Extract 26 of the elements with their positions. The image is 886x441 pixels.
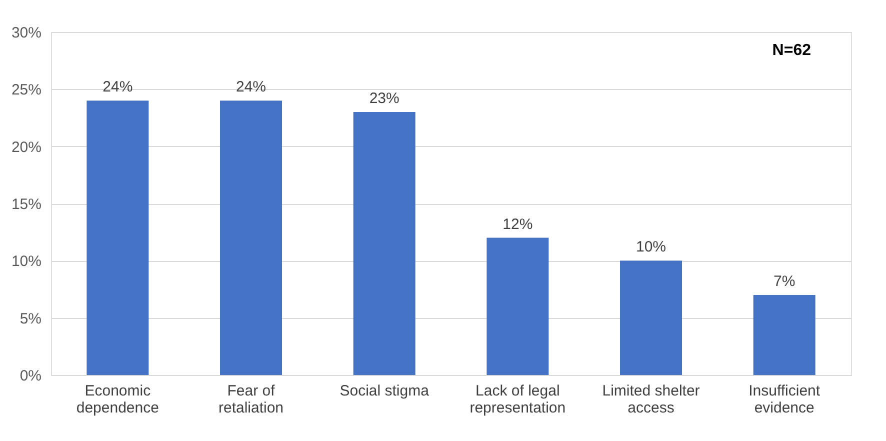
data-label: 23% xyxy=(369,90,400,108)
y-tick-label: 5% xyxy=(20,310,42,328)
y-tick-label: 0% xyxy=(20,368,42,384)
bar xyxy=(220,100,282,375)
data-label: 7% xyxy=(773,272,796,290)
x-tick-label: Limited shelter access xyxy=(602,382,700,416)
y-tick-label: 10% xyxy=(11,253,42,270)
x-tick-label: Fear of retaliation xyxy=(218,382,284,416)
x-tick-label: Insufficient evidence xyxy=(748,382,821,416)
y-tick-label: 15% xyxy=(11,196,42,213)
bar xyxy=(620,260,682,375)
data-label: 12% xyxy=(502,216,533,233)
bar xyxy=(486,238,549,375)
data-label: 10% xyxy=(636,238,666,256)
bar xyxy=(753,294,816,375)
data-label: 24% xyxy=(102,78,133,96)
y-tick-label: 25% xyxy=(11,82,42,99)
x-tick-label: Social stigma xyxy=(340,382,430,400)
y-tick-label: 20% xyxy=(11,138,42,156)
data-label: 24% xyxy=(236,78,266,96)
y-tick-label: 30% xyxy=(11,24,42,42)
bar xyxy=(353,112,416,375)
x-tick-label: Economic dependence xyxy=(76,382,159,416)
x-tick-label: Lack of legal representation xyxy=(470,382,566,416)
bar xyxy=(86,100,149,375)
annotation: N=62 xyxy=(772,42,812,59)
